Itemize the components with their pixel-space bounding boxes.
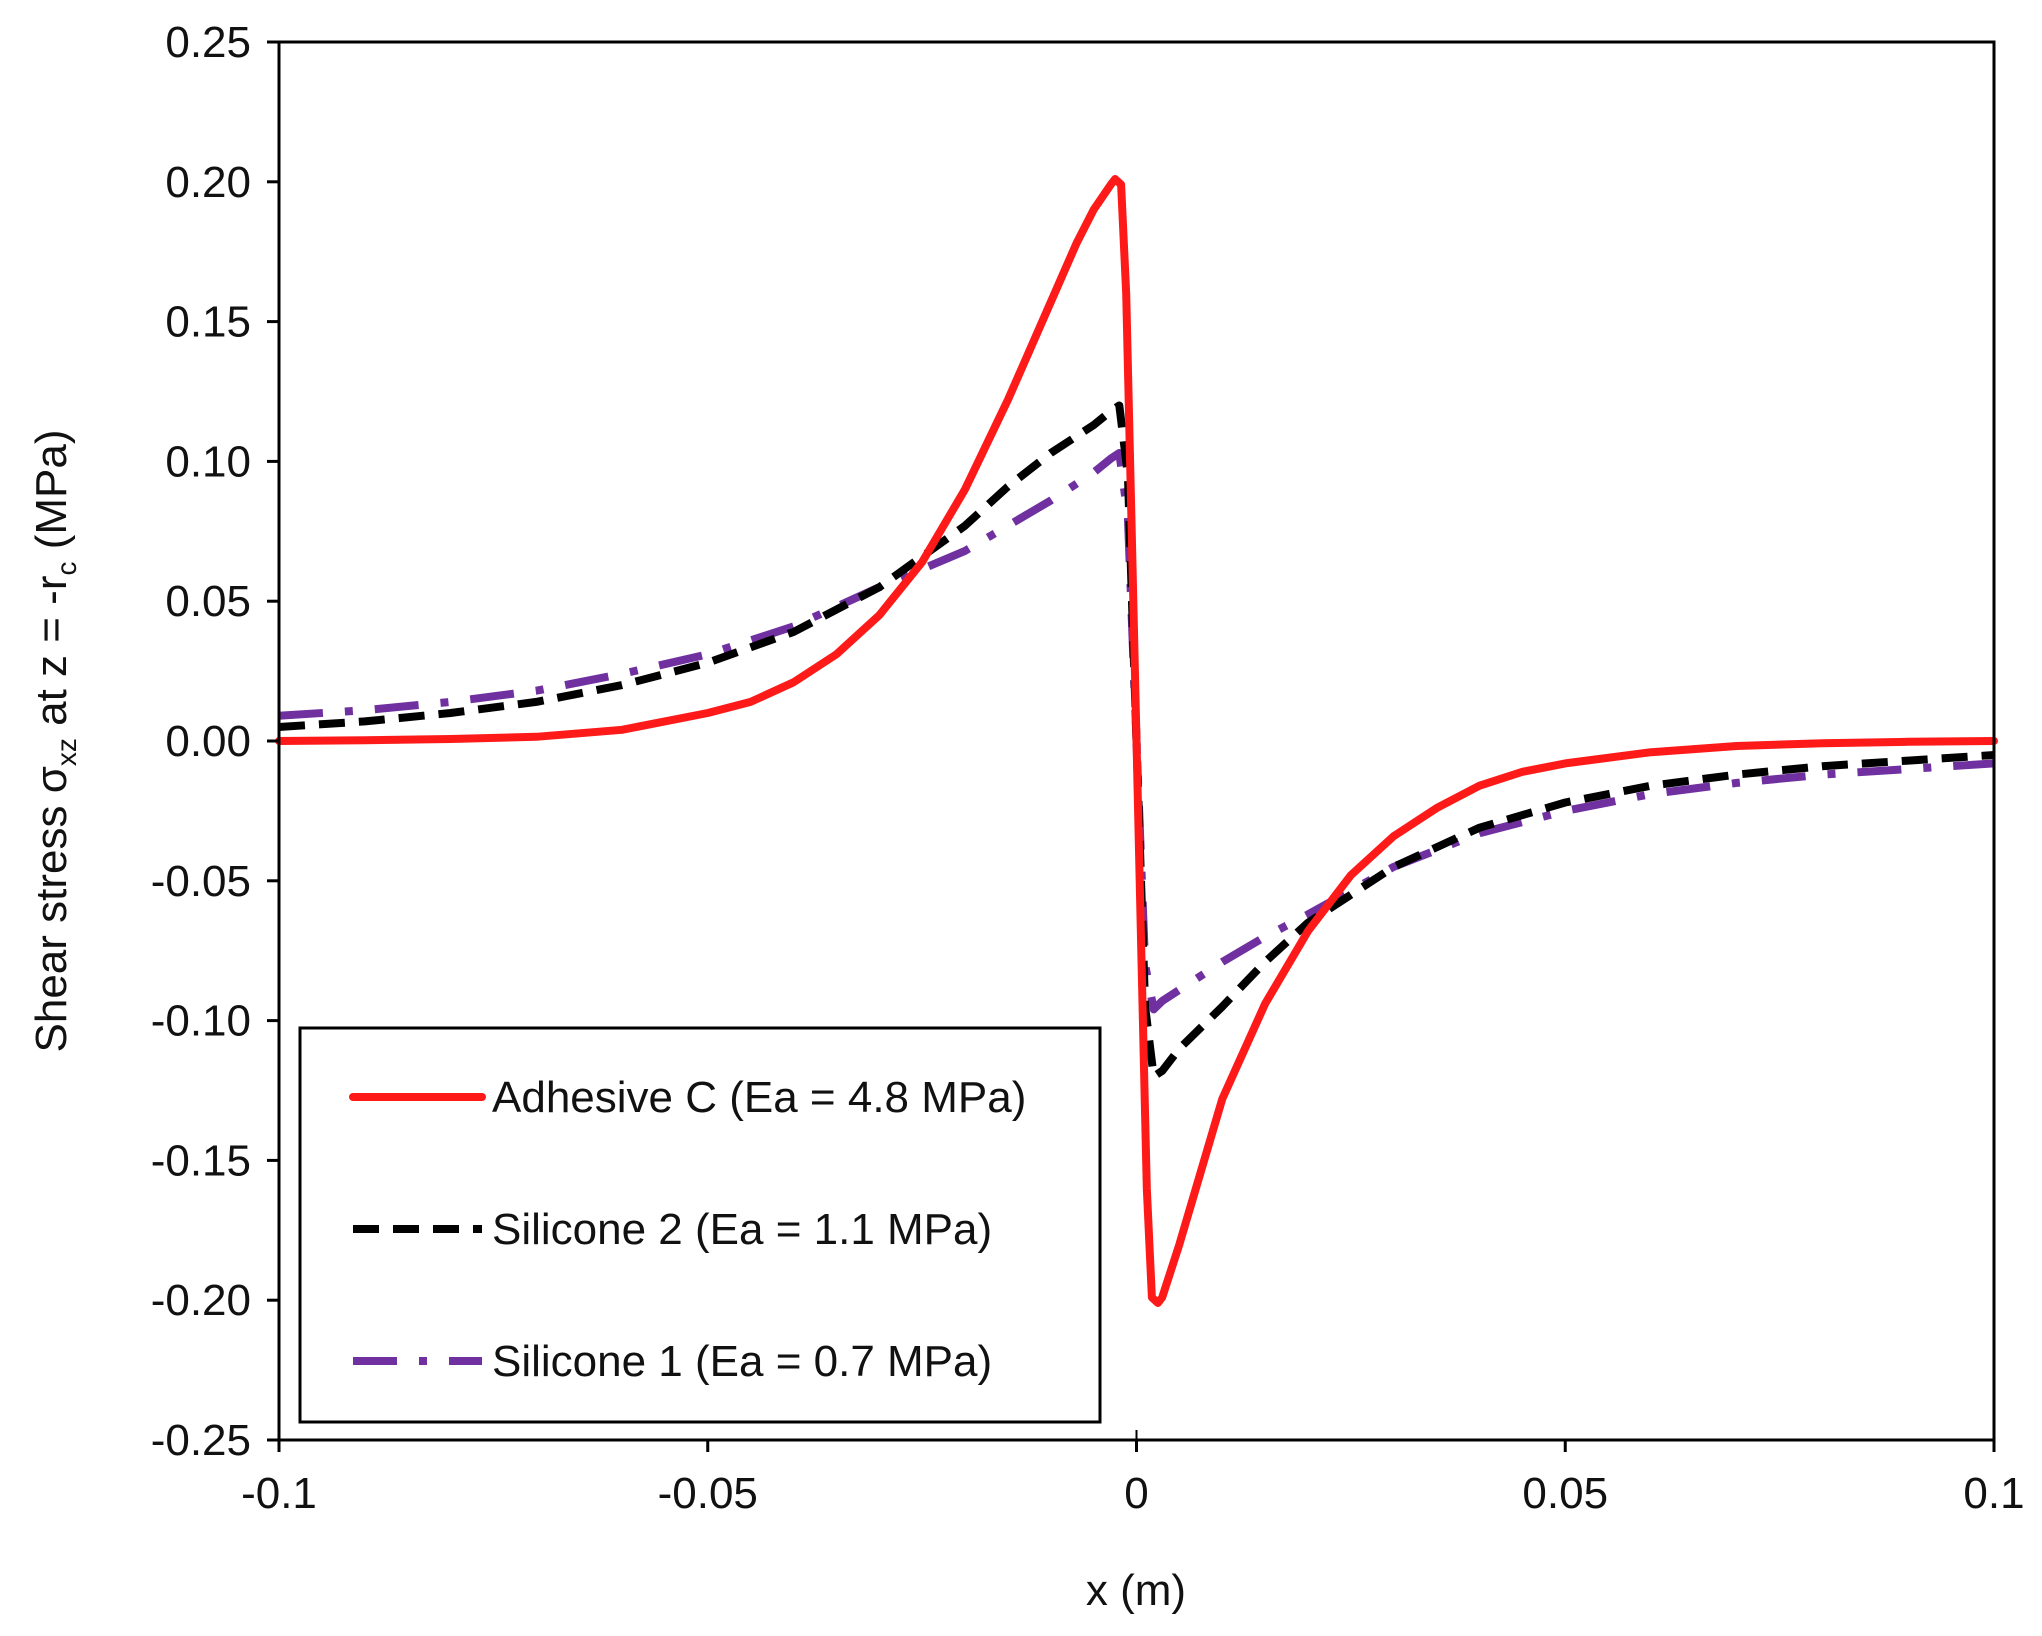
- y-tick-label: 0.05: [165, 577, 251, 626]
- y-tick-label: 0.20: [165, 158, 251, 207]
- y-tick-label: 0.10: [165, 437, 251, 486]
- x-tick-label: 0.05: [1522, 1469, 1608, 1518]
- y-axis-label-prefix: Shear stress σ: [27, 766, 76, 1052]
- legend-label-1: Adhesive C (Ea = 4.8 MPa): [492, 1073, 1026, 1122]
- y-tick-label: 0.15: [165, 298, 251, 347]
- x-tick-label: -0.05: [658, 1469, 758, 1518]
- x-tick-label: 0.1: [1963, 1469, 2024, 1518]
- y-tick-label: 0.00: [165, 717, 251, 766]
- series-layer: [275, 175, 1998, 1307]
- y-axis-label-middle: at z = -r: [27, 576, 76, 739]
- y-axis-label-sub1: xz: [51, 738, 82, 766]
- series-line-1: [275, 175, 1998, 1307]
- y-tick-label: -0.10: [151, 997, 251, 1046]
- legend: Adhesive C (Ea = 4.8 MPa) Silicone 2 (Ea …: [298, 1026, 1102, 1424]
- y-tick-label: -0.20: [151, 1276, 251, 1325]
- y-tick-label: -0.25: [151, 1416, 251, 1465]
- y-tick-label: -0.05: [151, 857, 251, 906]
- x-tick-label: 0: [1124, 1469, 1148, 1518]
- y-tick-label: 0.25: [165, 18, 251, 67]
- y-axis-label-suffix: (MPa): [27, 430, 76, 562]
- x-axis-label: x (m): [1086, 1566, 1186, 1615]
- legend-label-2: Silicone 2 (Ea = 1.1 MPa): [492, 1205, 992, 1254]
- x-tick-label: -0.1: [241, 1469, 317, 1518]
- y-axis-label-sub2: c: [51, 562, 82, 576]
- y-tick-label: -0.15: [151, 1136, 251, 1185]
- ticks-layer: 0.250.200.150.100.050.00-0.05-0.10-0.15-…: [151, 18, 2025, 1518]
- y-axis-label: Shear stress σxz at z = -rc (MPa): [27, 430, 82, 1053]
- legend-label-3: Silicone 1 (Ea = 0.7 MPa): [492, 1337, 992, 1386]
